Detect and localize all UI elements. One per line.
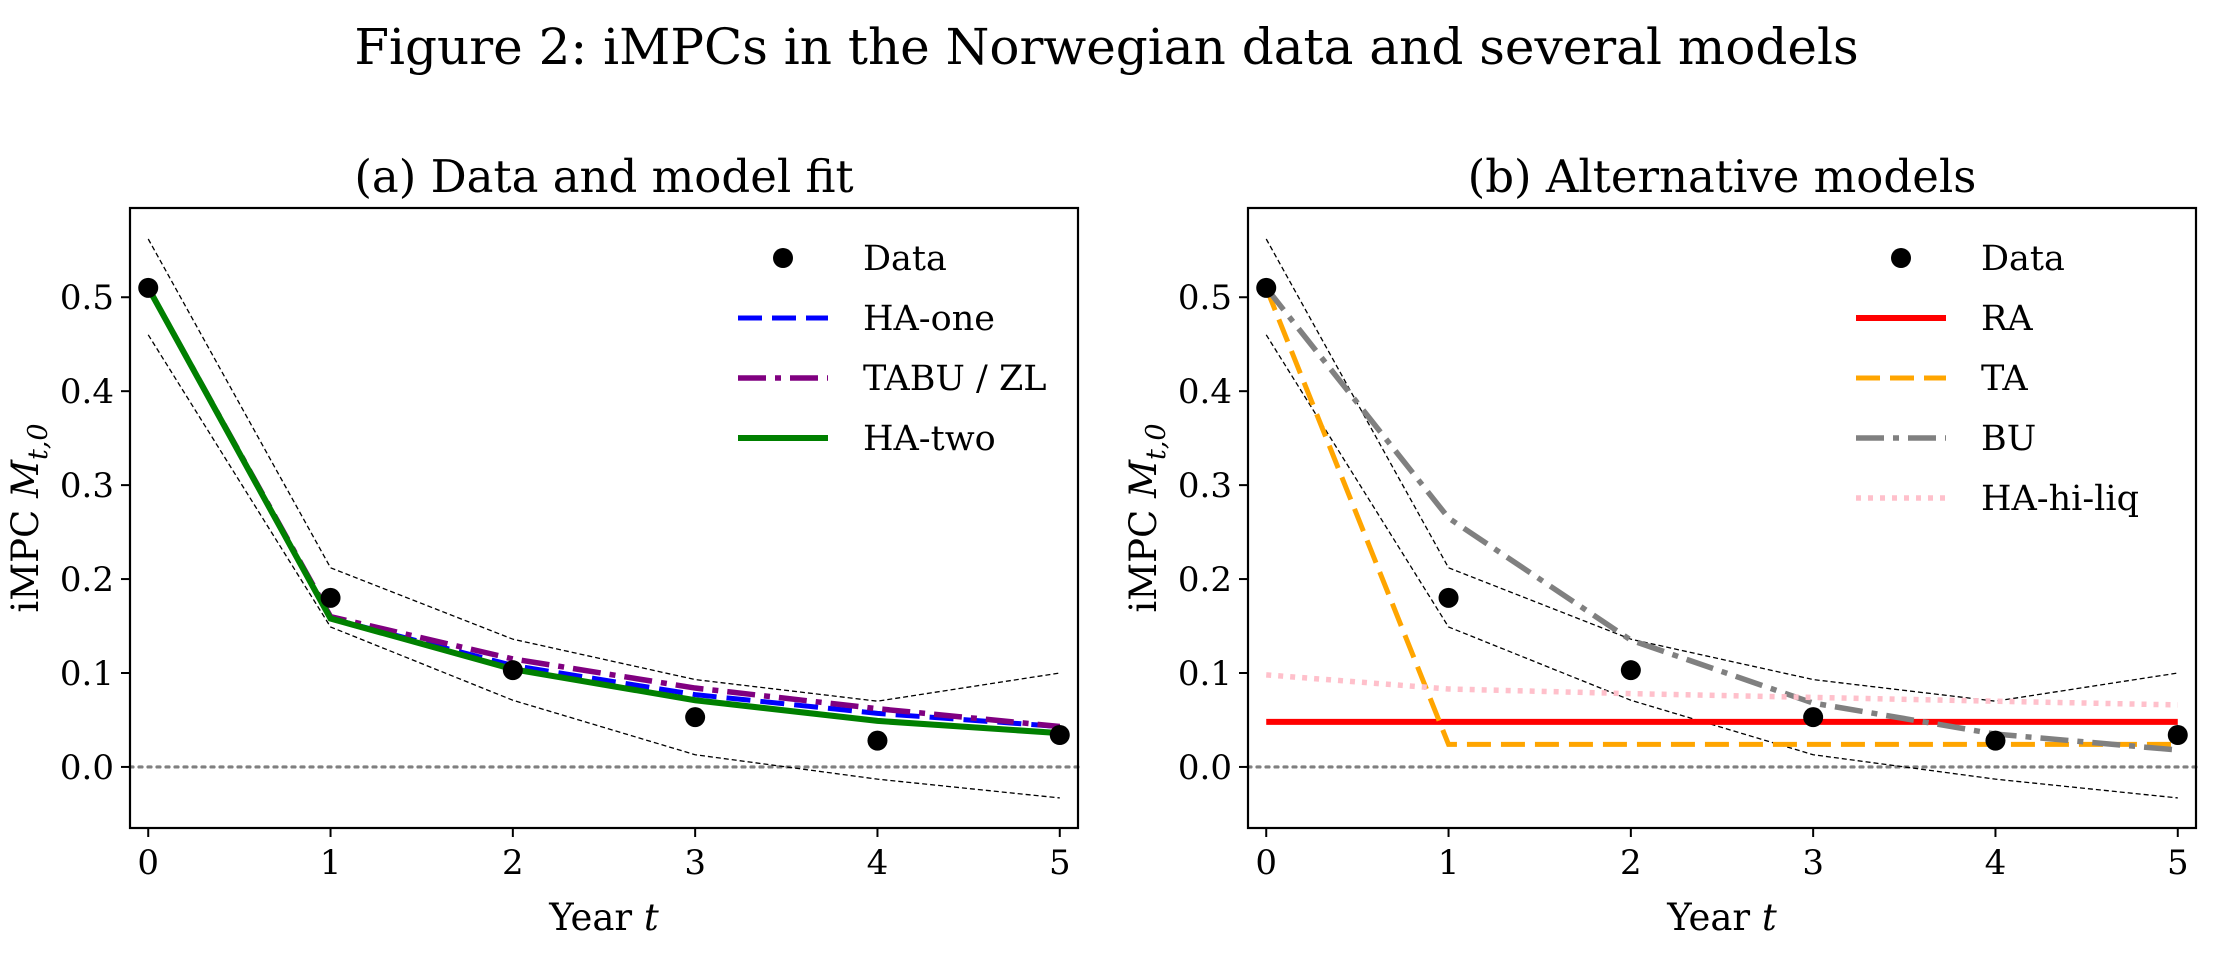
data-point — [867, 730, 888, 751]
series-line-tabu-zl — [145, 286, 1061, 730]
series-line-bu — [1264, 286, 2179, 753]
x-tick-label: 2 — [1620, 843, 1642, 883]
data-point — [1049, 725, 1070, 745]
legend-label: BU — [1981, 419, 2036, 459]
data-point — [502, 660, 523, 681]
series-line-ha-one — [146, 286, 1060, 730]
data-point — [1985, 730, 2006, 751]
y-tick-label: 0.2 — [60, 560, 114, 600]
y-tick-label: 0.1 — [1178, 654, 1232, 694]
y-tick-label: 0.5 — [60, 278, 114, 318]
legend-marker — [773, 248, 793, 268]
legend-label: TA — [1981, 359, 2028, 399]
y-axis-label: iMPC Mt,0 — [4, 423, 54, 612]
y-axis-label: iMPC Mt,0 — [1122, 423, 1172, 612]
panel-title: (a) Data and model fit — [354, 150, 853, 203]
x-tick-label: 4 — [867, 843, 889, 883]
confidence-band-upper — [147, 238, 1060, 702]
legend-marker — [1891, 248, 1911, 268]
data-point — [1438, 587, 1459, 608]
series-line-ha-two — [145, 286, 1060, 737]
x-tick-label: 1 — [1438, 843, 1460, 883]
axes-frame — [128, 206, 1080, 830]
x-tick-label: 2 — [502, 843, 524, 883]
data-point — [685, 707, 706, 728]
legend-label: Data — [863, 239, 947, 279]
x-tick-label: 0 — [1255, 843, 1277, 883]
confidence-band-lower — [1265, 334, 2178, 799]
x-tick-label: 3 — [1802, 843, 1824, 883]
x-tick-label: 5 — [2167, 843, 2189, 883]
y-tick-label: 0.4 — [1178, 372, 1232, 412]
legend-label: HA-hi-liq — [1981, 479, 2139, 519]
legend-label: HA-one — [863, 299, 995, 339]
y-tick-label: 0.3 — [1178, 466, 1232, 506]
x-tick-label: 0 — [137, 843, 159, 883]
confidence-band-lower — [147, 334, 1060, 799]
y-tick-label: 0.0 — [60, 748, 114, 788]
figure-title: Figure 2: iMPCs in the Norwegian data an… — [354, 18, 1859, 76]
panel-b: (b) Alternative models 0 1 2 3 4 5 0.0 0.1 0.2 0.3… — [1122, 150, 2198, 939]
x-axis-label: Year t — [1666, 896, 1777, 939]
legend-label: HA-two — [863, 419, 996, 459]
data-point — [1256, 277, 1277, 298]
legend-label: TABU / ZL — [863, 359, 1047, 399]
data-point — [1620, 660, 1641, 681]
y-tick-label: 0.2 — [1178, 560, 1232, 600]
legend-label: RA — [1981, 299, 2033, 339]
x-tick-label: 5 — [1049, 843, 1071, 883]
x-tick-label: 3 — [684, 843, 706, 883]
legend-label: Data — [1981, 239, 2065, 279]
series-line-ha-hi-liq — [1266, 672, 2178, 708]
data-point — [2167, 725, 2188, 745]
data-point — [1803, 707, 1824, 728]
x-tick-label: 1 — [320, 843, 342, 883]
y-tick-label: 0.3 — [60, 466, 114, 506]
axes-frame — [1246, 206, 2198, 830]
data-point — [320, 587, 341, 608]
panel-a: (a) Data and model fit 0 1 2 3 4 5 0.0 0.1 0.2 0.3… — [4, 150, 1080, 939]
y-tick-label: 0.5 — [1178, 278, 1232, 318]
x-tick-label: 4 — [1985, 843, 2007, 883]
y-tick-label: 0.4 — [60, 372, 114, 412]
panel-title: (b) Alternative models — [1468, 150, 1977, 203]
y-tick-label: 0.1 — [60, 654, 114, 694]
confidence-band-upper — [1265, 238, 2178, 702]
data-point — [138, 277, 159, 298]
series-line-ta — [1263, 286, 2178, 747]
y-tick-label: 0.0 — [1178, 748, 1232, 788]
x-axis-label: Year t — [548, 896, 659, 939]
